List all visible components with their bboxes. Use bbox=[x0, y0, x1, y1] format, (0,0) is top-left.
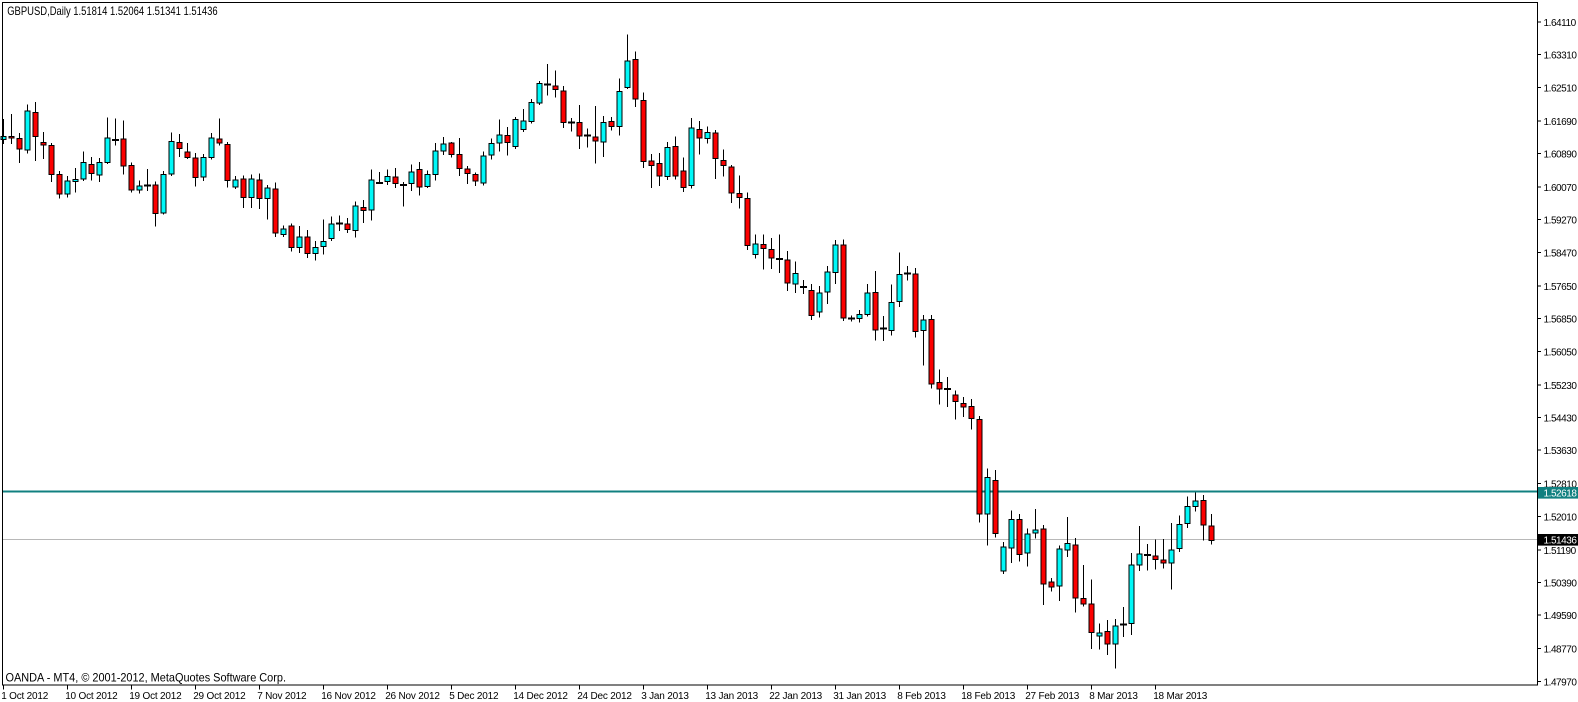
svg-text:1.48770: 1.48770 bbox=[1544, 645, 1578, 656]
svg-text:26 Nov 2012: 26 Nov 2012 bbox=[385, 691, 440, 702]
svg-text:1.49590: 1.49590 bbox=[1544, 611, 1578, 622]
svg-text:29 Oct 2012: 29 Oct 2012 bbox=[193, 691, 246, 702]
svg-text:1.56050: 1.56050 bbox=[1544, 347, 1578, 358]
svg-text:24 Dec 2012: 24 Dec 2012 bbox=[577, 691, 632, 702]
svg-text:1.55230: 1.55230 bbox=[1544, 381, 1578, 392]
svg-text:22 Jan 2013: 22 Jan 2013 bbox=[769, 691, 822, 702]
svg-text:1.59270: 1.59270 bbox=[1544, 216, 1578, 227]
svg-text:1.53630: 1.53630 bbox=[1544, 446, 1578, 457]
svg-text:1.61690: 1.61690 bbox=[1544, 117, 1578, 128]
svg-text:18 Feb 2013: 18 Feb 2013 bbox=[961, 691, 1016, 702]
svg-text:3 Jan 2013: 3 Jan 2013 bbox=[641, 691, 689, 702]
svg-text:5 Dec 2012: 5 Dec 2012 bbox=[449, 691, 499, 702]
svg-text:10 Oct 2012: 10 Oct 2012 bbox=[65, 691, 118, 702]
svg-text:13 Jan 2013: 13 Jan 2013 bbox=[705, 691, 758, 702]
svg-text:14 Dec 2012: 14 Dec 2012 bbox=[513, 691, 568, 702]
svg-text:1.50390: 1.50390 bbox=[1544, 579, 1578, 590]
svg-text:1.60890: 1.60890 bbox=[1544, 150, 1578, 161]
svg-text:OANDA - MT4, © 2001-2012, Meta: OANDA - MT4, © 2001-2012, MetaQuotes Sof… bbox=[6, 670, 287, 684]
svg-text:16 Nov 2012: 16 Nov 2012 bbox=[321, 691, 376, 702]
svg-text:1 Oct 2012: 1 Oct 2012 bbox=[1, 691, 49, 702]
svg-text:1.52618: 1.52618 bbox=[1544, 489, 1578, 500]
svg-text:1.52010: 1.52010 bbox=[1544, 512, 1578, 523]
svg-text:31 Jan 2013: 31 Jan 2013 bbox=[833, 691, 886, 702]
svg-text:7 Nov 2012: 7 Nov 2012 bbox=[257, 691, 307, 702]
svg-text:1.56850: 1.56850 bbox=[1544, 315, 1578, 326]
svg-text:1.57650: 1.57650 bbox=[1544, 282, 1578, 293]
svg-text:1.51436: 1.51436 bbox=[1544, 536, 1578, 547]
svg-text:8 Mar 2013: 8 Mar 2013 bbox=[1089, 691, 1138, 702]
svg-text:18 Mar 2013: 18 Mar 2013 bbox=[1153, 691, 1208, 702]
svg-text:1.52810: 1.52810 bbox=[1544, 480, 1578, 491]
svg-text:19 Oct 2012: 19 Oct 2012 bbox=[129, 691, 182, 702]
svg-text:1.64110: 1.64110 bbox=[1544, 18, 1577, 29]
svg-text:1.63310: 1.63310 bbox=[1544, 51, 1578, 62]
svg-text:8 Feb 2013: 8 Feb 2013 bbox=[897, 691, 946, 702]
svg-text:1.60070: 1.60070 bbox=[1544, 183, 1578, 194]
svg-text:1.58470: 1.58470 bbox=[1544, 248, 1578, 259]
svg-text:1.47970: 1.47970 bbox=[1544, 677, 1578, 688]
svg-text:27 Feb 2013: 27 Feb 2013 bbox=[1025, 691, 1080, 702]
svg-text:GBPUSD,Daily 1.51814 1.52064: GBPUSD,Daily 1.51814 1.52064 1.51341 1.5… bbox=[7, 4, 218, 18]
svg-text:1.51190: 1.51190 bbox=[1544, 546, 1577, 557]
svg-text:1.62510: 1.62510 bbox=[1544, 83, 1578, 94]
svg-text:1.54430: 1.54430 bbox=[1544, 414, 1578, 425]
